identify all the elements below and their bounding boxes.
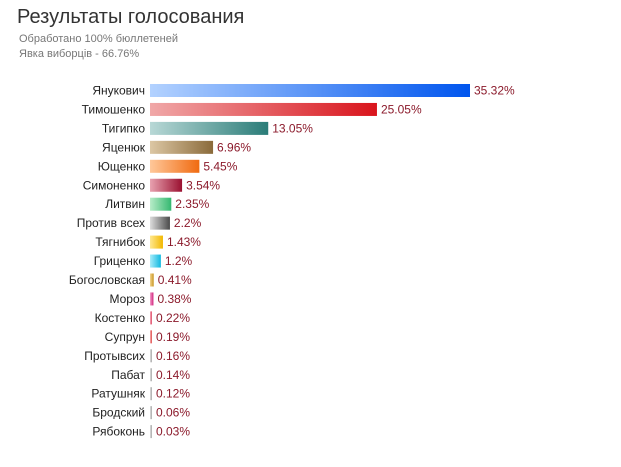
value-label: 0.03% (156, 425, 190, 439)
value-label: 13.05% (272, 121, 313, 135)
value-label: 5.45% (203, 159, 237, 173)
value-label: 35.32% (474, 84, 515, 98)
bar[interactable] (150, 425, 152, 439)
value-label: 0.22% (156, 311, 190, 325)
category-label: Тимошенко (82, 102, 146, 116)
category-label: Ющенко (98, 159, 146, 173)
value-label: 0.12% (156, 387, 190, 401)
bar[interactable] (150, 159, 200, 173)
bar[interactable] (150, 387, 152, 401)
value-label: 6.96% (217, 140, 251, 154)
category-label: Литвин (105, 197, 145, 211)
category-label: Симоненко (83, 178, 146, 192)
category-label: Тигипко (102, 121, 145, 135)
bar[interactable] (150, 292, 154, 306)
chart-title: Результаты голосования (17, 6, 245, 28)
category-label: Протывсих (84, 349, 145, 363)
bar[interactable] (150, 330, 152, 344)
category-label: Тягнибок (95, 235, 145, 249)
value-label: 3.54% (186, 178, 220, 192)
value-label: 1.2% (165, 254, 193, 268)
category-label: Ратушняк (91, 387, 145, 401)
category-label: Пабат (111, 368, 145, 382)
category-label: Костенко (95, 311, 146, 325)
bar[interactable] (150, 178, 183, 192)
value-label: 1.43% (167, 235, 201, 249)
value-label: 0.14% (156, 368, 190, 382)
bar[interactable] (150, 121, 269, 135)
bar[interactable] (150, 216, 170, 230)
category-label: Против всех (77, 216, 145, 230)
category-label: Янукович (92, 84, 145, 98)
bar[interactable] (150, 235, 163, 249)
bar[interactable] (150, 102, 377, 116)
value-label: 0.06% (156, 406, 190, 420)
value-label: 0.38% (157, 292, 191, 306)
turnout-note: Явка виборців - 66.76% (19, 48, 140, 60)
bar[interactable] (150, 84, 470, 97)
value-label: 2.35% (175, 197, 209, 211)
category-label: Мороз (109, 292, 145, 306)
category-label: Богословская (69, 273, 145, 287)
category-label: Бродский (92, 406, 145, 420)
value-label: 0.16% (156, 349, 190, 363)
bar[interactable] (150, 349, 152, 363)
bar[interactable] (150, 197, 172, 211)
value-label: 25.05% (381, 102, 422, 116)
bar[interactable] (150, 140, 214, 154)
bar[interactable] (150, 273, 154, 287)
value-label: 2.2% (174, 216, 202, 230)
category-label: Яценюк (102, 140, 146, 154)
value-label: 0.19% (156, 330, 190, 344)
category-label: Рябоконь (92, 425, 145, 439)
category-label: Гриценко (94, 254, 146, 268)
value-label: 0.41% (158, 273, 192, 287)
bar[interactable] (150, 368, 152, 382)
processed-ballots-note: Обработано 100% бюллетеней (19, 33, 179, 45)
bar[interactable] (150, 254, 161, 268)
category-label: Супрун (105, 330, 145, 344)
bar[interactable] (150, 406, 152, 420)
bar[interactable] (150, 311, 152, 325)
